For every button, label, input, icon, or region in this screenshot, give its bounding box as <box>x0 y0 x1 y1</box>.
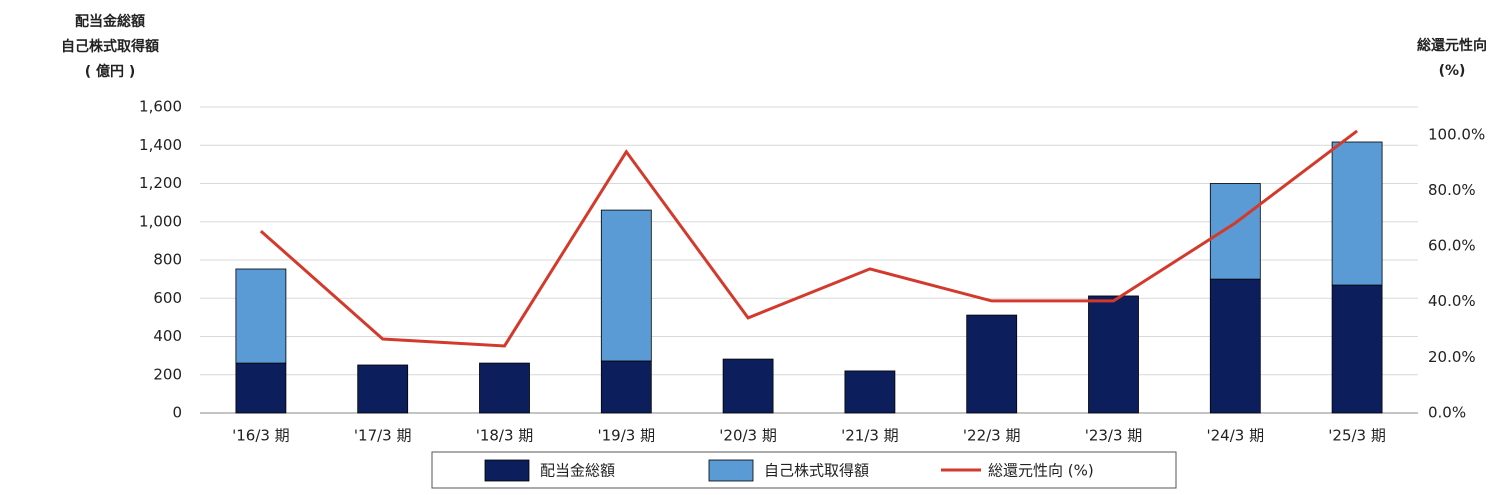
x-tick-label: '23/3 期 <box>1085 427 1143 445</box>
y2-tick-label: 80.0% <box>1428 181 1476 199</box>
bar <box>235 362 287 414</box>
x-tick-label: '17/3 期 <box>354 427 412 445</box>
y-tick-label: 1,600 <box>139 98 182 116</box>
y-axis-title: 配当金総額 <box>75 13 145 30</box>
bar <box>1209 278 1261 414</box>
x-tick-label: '22/3 期 <box>963 427 1021 445</box>
bar <box>722 358 774 414</box>
y-axis-title: ( 億円 ) <box>85 63 136 80</box>
y2-tick-label: 60.0% <box>1428 237 1476 255</box>
bar <box>235 268 287 364</box>
bar <box>600 209 652 362</box>
legend-label: 配当金総額 <box>540 462 615 480</box>
legend-box <box>431 451 1177 489</box>
bar <box>966 314 1018 414</box>
y-tick-label: 1,200 <box>139 174 182 192</box>
y-tick-label: 600 <box>153 289 182 307</box>
y2-tick-label: 20.0% <box>1428 348 1476 366</box>
y-tick-label: 0 <box>172 404 182 422</box>
bar <box>479 362 530 414</box>
bar <box>1331 284 1383 414</box>
y-tick-label: 1,400 <box>139 136 182 154</box>
legend-swatch <box>484 459 530 482</box>
bar <box>600 360 652 414</box>
bar <box>1209 183 1261 280</box>
legend-swatch <box>708 459 754 482</box>
x-tick-label: '16/3 期 <box>232 427 290 445</box>
x-tick-label: '24/3 期 <box>1207 427 1265 445</box>
x-tick-label: '18/3 期 <box>476 427 534 445</box>
x-tick-label: '20/3 期 <box>719 427 777 445</box>
y2-axis-title: (%) <box>1439 63 1466 79</box>
x-tick-label: '19/3 期 <box>598 427 656 445</box>
y-tick-label: 200 <box>153 365 182 383</box>
line <box>259 129 1359 348</box>
x-tick-label: '21/3 期 <box>841 427 899 445</box>
x-tick-label: '25/3 期 <box>1328 427 1386 445</box>
y2-tick-label: 0.0% <box>1428 404 1466 422</box>
y-tick-label: 1,000 <box>139 212 182 230</box>
legend-label: 自己株式取得額 <box>764 462 869 480</box>
y-tick-label: 400 <box>153 327 182 345</box>
y-axis-title: 自己株式取得額 <box>61 38 159 55</box>
bar <box>357 364 409 414</box>
bar <box>1331 141 1383 286</box>
y2-axis-title: 総還元性向 <box>1417 37 1487 54</box>
y2-tick-label: 40.0% <box>1428 292 1476 310</box>
y2-tick-label: 100.0% <box>1428 125 1485 143</box>
bar <box>844 370 896 414</box>
bar <box>1088 295 1139 414</box>
y-tick-label: 800 <box>153 251 182 269</box>
legend-label: 総還元性向 (%) <box>988 462 1094 480</box>
